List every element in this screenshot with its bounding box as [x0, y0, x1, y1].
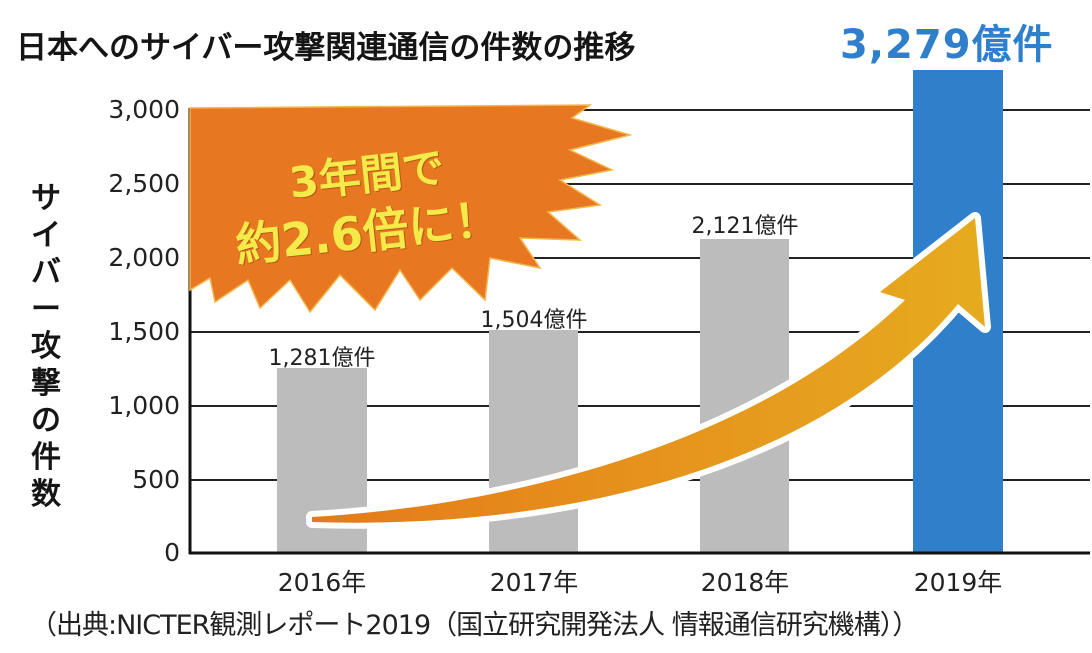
- y-axis-label-char: 撃: [31, 366, 61, 401]
- y-tick-500: 500: [132, 465, 180, 494]
- y-axis-label: サ イ バ ー 攻 撃 の 件 数: [28, 180, 64, 513]
- growth-arrow-icon: [306, 212, 991, 529]
- y-axis-label-char: サ: [31, 181, 61, 216]
- y-tick-2500: 2,500: [108, 169, 180, 198]
- y-axis-label-char: ー: [31, 292, 61, 327]
- starburst-badge: [189, 104, 633, 314]
- bar-label-2017: 1,504億件: [480, 308, 588, 333]
- y-axis-label-char: 件: [31, 440, 61, 475]
- x-tick-2017: 2017年: [489, 568, 579, 597]
- x-tick-2018: 2018年: [700, 568, 790, 597]
- source-citation: （出典:NICTER観測レポート2019（国立研究開発法人 情報通信研究機構））: [30, 610, 919, 641]
- y-axis-label-char: イ: [31, 218, 61, 253]
- y-tick-1000: 1,000: [108, 391, 180, 420]
- chart-title: 日本へのサイバー攻撃関連通信の件数の推移: [16, 30, 636, 66]
- highlight-value-2019: 3,279億件: [840, 22, 1054, 68]
- y-axis-label-char: の: [31, 403, 61, 438]
- y-axis-label-char: 数: [31, 477, 61, 512]
- x-tick-2019: 2019年: [913, 568, 1003, 597]
- y-tick-3000: 3,000: [108, 95, 180, 124]
- bar-label-2016: 1,281億件: [268, 346, 376, 371]
- y-tick-1500: 1,500: [108, 317, 180, 346]
- bar-label-2018: 2,121億件: [691, 214, 799, 239]
- y-axis-label-char: 攻: [31, 329, 61, 364]
- y-axis-label-char: バ: [31, 255, 61, 290]
- y-tick-0: 0: [164, 538, 180, 567]
- y-tick-2000: 2,000: [108, 243, 180, 272]
- x-tick-2016: 2016年: [277, 568, 367, 597]
